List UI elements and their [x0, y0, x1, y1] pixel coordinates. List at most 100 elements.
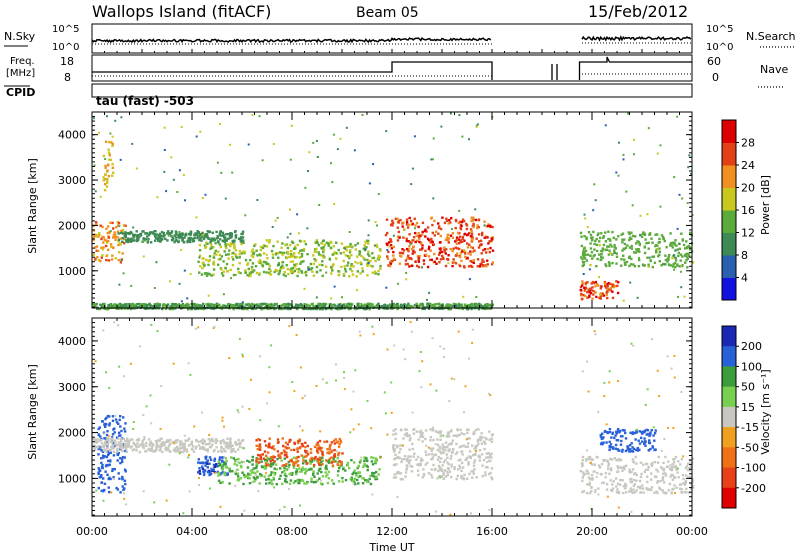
echo-pixel	[665, 246, 667, 248]
echo-pixel	[302, 462, 304, 464]
echo-pixel	[99, 470, 101, 472]
echo-pixel	[467, 461, 469, 463]
echo-pixel	[601, 250, 603, 252]
echo-pixel	[197, 230, 199, 232]
echo-pixel	[100, 474, 102, 476]
echo-pixel	[640, 476, 642, 478]
echo-pixel	[604, 476, 606, 478]
echo-pixel	[640, 437, 642, 439]
echo-pixel	[388, 245, 390, 247]
echo-pixel	[287, 268, 289, 270]
echo-pixel	[333, 134, 335, 136]
echo-pixel	[249, 474, 251, 476]
echo-pixel	[300, 303, 302, 305]
echo-pixel	[160, 235, 162, 237]
echo-pixel	[632, 458, 634, 460]
echo-pixel	[198, 477, 200, 479]
echo-pixel	[145, 445, 147, 447]
echo-pixel	[269, 265, 271, 267]
echo-pixel	[671, 257, 673, 259]
echo-pixel	[108, 435, 110, 437]
noise-sky-line	[92, 37, 691, 42]
echo-pixel	[299, 250, 301, 252]
echo-pixel	[323, 441, 325, 443]
echo-pixel	[95, 490, 97, 492]
echo-pixel	[471, 233, 473, 235]
echo-pixel	[118, 232, 120, 234]
echo-pixel	[423, 259, 425, 261]
echo-pixel	[126, 438, 128, 440]
noise-left-tick-top: 10^5	[52, 24, 79, 35]
echo-pixel	[294, 270, 296, 272]
echo-pixel	[598, 240, 600, 242]
echo-pixel	[229, 441, 231, 443]
echo-pixel	[584, 257, 586, 259]
echo-pixel	[484, 237, 486, 239]
echo-pixel	[466, 228, 468, 230]
echo-pixel	[416, 235, 418, 237]
echo-pixel	[198, 271, 200, 273]
echo-pixel	[673, 269, 675, 271]
echo-pixel	[173, 179, 175, 181]
echo-pixel	[230, 305, 232, 307]
echo-pixel	[298, 479, 300, 481]
echo-pixel	[351, 270, 353, 272]
echo-pixel	[645, 404, 647, 406]
echo-pixel	[630, 487, 632, 489]
cpid-label: CPID	[6, 86, 35, 99]
echo-pixel	[330, 456, 332, 458]
echo-pixel	[604, 431, 606, 433]
echo-pixel	[224, 450, 226, 452]
echo-pixel	[648, 466, 650, 468]
echo-pixel	[658, 247, 660, 249]
echo-pixel	[362, 466, 364, 468]
echo-pixel	[587, 289, 589, 291]
echo-pixel	[105, 228, 107, 230]
echo-pixel	[225, 240, 227, 242]
echo-pixel	[663, 491, 665, 493]
echo-pixel	[582, 471, 584, 473]
echo-pixel	[282, 267, 284, 269]
echo-pixel	[422, 231, 424, 233]
echo-pixel	[606, 283, 608, 285]
echo-pixel	[184, 234, 186, 236]
echo-pixel	[242, 356, 244, 358]
echo-pixel	[102, 249, 104, 251]
echo-pixel	[584, 218, 586, 220]
echo-pixel	[334, 286, 336, 288]
echo-pixel	[411, 470, 413, 472]
echo-pixel	[209, 241, 211, 243]
echo-pixel	[236, 469, 238, 471]
echo-pixel	[417, 232, 419, 234]
echo-pixel	[105, 451, 107, 453]
echo-pixel	[402, 478, 404, 480]
echo-pixel	[606, 290, 608, 292]
echo-pixel	[123, 498, 125, 500]
echo-pixel	[435, 511, 437, 513]
echo-pixel	[485, 265, 487, 267]
echo-pixel	[396, 303, 398, 305]
echo-pixel	[452, 237, 454, 239]
echo-pixel	[270, 463, 272, 465]
echo-pixel	[298, 440, 300, 442]
echo-pixel	[461, 453, 463, 455]
echo-pixel	[203, 471, 205, 473]
echo-pixel	[617, 439, 619, 441]
echo-pixel	[239, 338, 241, 340]
echo-pixel	[289, 244, 291, 246]
echo-pixel	[275, 253, 277, 255]
echo-pixel	[217, 304, 219, 306]
echo-pixel	[628, 231, 630, 233]
echo-pixel	[317, 472, 319, 474]
echo-pixel	[491, 441, 493, 443]
echo-pixel	[397, 283, 399, 285]
echo-pixel	[220, 172, 222, 174]
echo-pixel	[463, 265, 465, 267]
echo-pixel	[219, 258, 221, 260]
echo-pixel	[368, 255, 370, 257]
echo-pixel	[591, 257, 593, 259]
echo-pixel	[334, 442, 336, 444]
echo-pixel	[163, 442, 165, 444]
echo-pixel	[209, 472, 211, 474]
echo-pixel	[445, 265, 447, 267]
